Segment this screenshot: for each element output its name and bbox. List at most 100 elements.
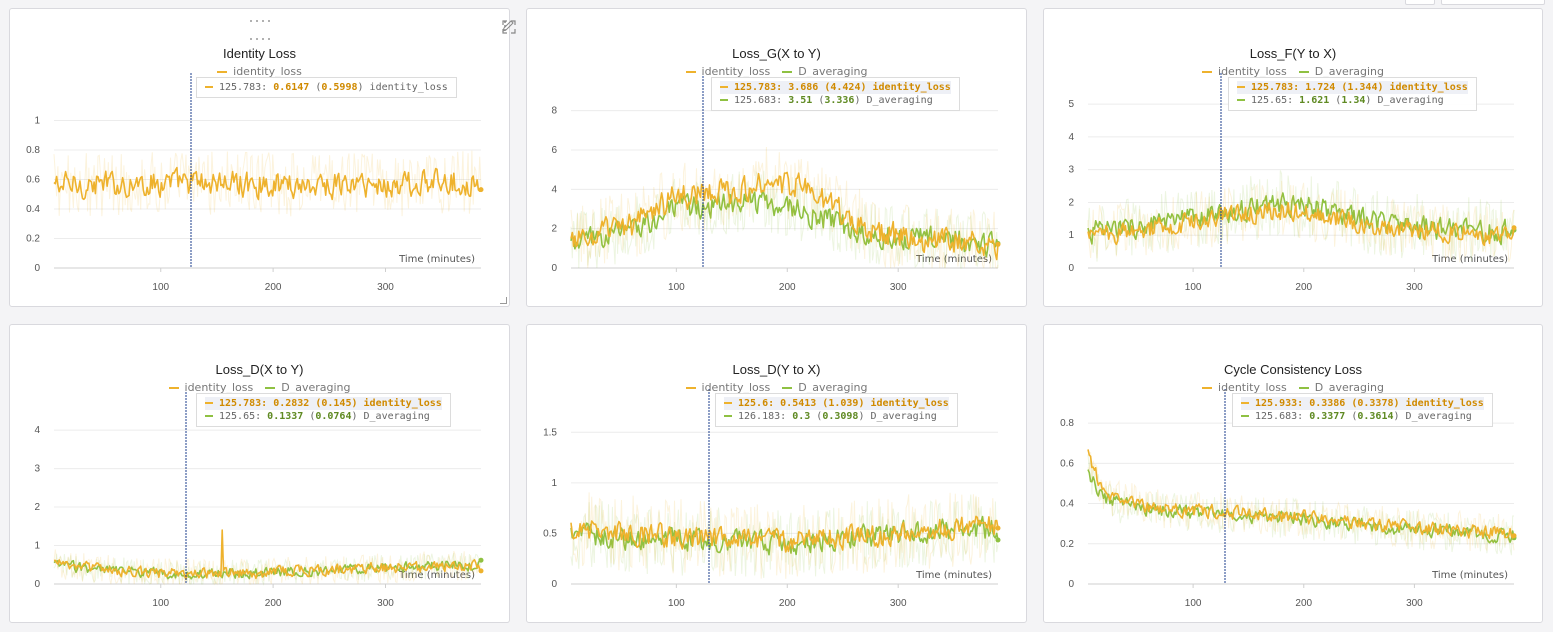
- series-line-D_averaging[interactable]: [1087, 192, 1515, 246]
- series-line-identity_loss[interactable]: [570, 171, 999, 261]
- tooltip-separator: (: [1345, 411, 1358, 422]
- chart-svg[interactable]: 0 0.5 1 1.5 100 200 300 Time (minutes): [527, 325, 1026, 622]
- chart-legend: identity_loss D_averaging: [10, 381, 509, 394]
- tooltip-swatch: [1237, 86, 1245, 88]
- chart-legend: identity_loss D_averaging: [527, 65, 1026, 78]
- hover-tooltip: 125.783: 3.686 (4.424) identity_loss 125.…: [711, 77, 960, 111]
- series-line-identity_loss[interactable]: [1087, 202, 1515, 247]
- tooltip-separator: (: [1345, 398, 1358, 409]
- x-tick-label: 100: [668, 282, 685, 293]
- tooltip-swatch: [720, 86, 728, 88]
- top-toolbar-button[interactable]: [1405, 0, 1435, 5]
- tooltip-x: 125.783: [1251, 82, 1294, 93]
- series-end-point: [995, 241, 1001, 247]
- chart-panel-identity[interactable]: 0 0.2 0.4 0.6 0.8 1 100 200 300 Time (minutes) Ide…: [9, 8, 516, 307]
- drag-dot: [249, 20, 252, 22]
- legend-label: D_averaging: [798, 381, 868, 394]
- more-vertical-icon[interactable]: [501, 19, 509, 33]
- legend-swatch: [782, 71, 793, 73]
- chart-legend: identity_loss D_averaging: [1044, 381, 1542, 394]
- y-tick-label: 0: [34, 263, 40, 274]
- series-raw-identity_loss: [53, 549, 482, 586]
- x-tick-label: 100: [152, 282, 169, 293]
- x-axis-label: Time (minutes): [915, 254, 992, 265]
- tooltip-separator: ): [357, 82, 370, 93]
- top-toolbar-button[interactable]: [1441, 0, 1545, 5]
- chart-panel-loss_d_yx[interactable]: 0 0.5 1 1.5 100 200 300 Time (minutes) Loss_D(Y …: [526, 324, 1027, 623]
- tooltip-swatch: [1241, 415, 1249, 417]
- tooltip-row: 125.6: 0.5413 (1.039) identity_loss: [724, 397, 949, 410]
- legend-item-identity_loss[interactable]: identity_loss: [1202, 65, 1287, 78]
- expand-icon[interactable]: [501, 19, 517, 35]
- tooltip-smoothed: 4.424: [830, 82, 861, 93]
- legend-swatch: [1298, 71, 1309, 73]
- chart-legend: identity_loss D_averaging: [527, 381, 1026, 394]
- tooltip-row: 126.183: 0.3 (0.3098) D_averaging: [724, 410, 949, 423]
- series-line-identity_loss[interactable]: [1087, 449, 1515, 540]
- tooltip-separator: :: [1293, 82, 1306, 93]
- chart-panel-loss_f[interactable]: 0 1 2 3 4 5 100 200 300 Time (minutes) Loss_F(Y to…: [1043, 8, 1543, 307]
- legend-item-identity_loss[interactable]: identity_loss: [168, 381, 253, 394]
- chart-svg[interactable]: 0 2 4 6 8 100 200 300 Time (minutes): [527, 9, 1026, 306]
- y-tick-label: 0: [34, 579, 40, 590]
- series-raw-D_averaging: [53, 552, 482, 586]
- tooltip-smoothed: 0.3614: [1357, 411, 1394, 422]
- series-line-D_averaging[interactable]: [1087, 469, 1515, 544]
- legend-item-D_averaging[interactable]: D_averaging: [265, 381, 350, 394]
- legend-label: D_averaging: [1314, 65, 1384, 78]
- tooltip-separator: :: [780, 411, 793, 422]
- chart-panel-cycle[interactable]: 0 0.2 0.4 0.6 0.8 100 200 300 Time (minutes) Cycl…: [1043, 324, 1543, 623]
- drag-handle-icon[interactable]: [248, 19, 272, 40]
- series-line-D_averaging[interactable]: [570, 190, 999, 258]
- series-line-identity_loss[interactable]: [54, 529, 482, 581]
- legend-item-D_averaging[interactable]: D_averaging: [782, 65, 867, 78]
- tooltip-swatch: [724, 415, 732, 417]
- tooltip-separator: (: [1329, 95, 1342, 106]
- tooltip-separator: ): [1377, 82, 1390, 93]
- resize-handle-icon[interactable]: [500, 297, 507, 304]
- tooltip-separator: (: [810, 411, 823, 422]
- chart-panel-loss_d_xy[interactable]: 0 1 2 3 4 100 200 300 Time (minutes) Loss_D(X to …: [9, 324, 510, 623]
- y-tick-label: 0: [1068, 579, 1074, 590]
- drag-dot: [261, 38, 264, 40]
- legend-item-identity_loss[interactable]: identity_loss: [685, 381, 770, 394]
- drag-dot: [255, 38, 258, 40]
- tooltip-separator: :: [776, 82, 789, 93]
- tooltip-smoothed: 1.344: [1347, 82, 1378, 93]
- legend-label: identity_loss: [701, 65, 771, 78]
- legend-item-D_averaging[interactable]: D_averaging: [1298, 381, 1384, 394]
- y-tick-label: 1: [551, 478, 557, 489]
- legend-swatch: [685, 387, 696, 389]
- chart-panel-loss_g[interactable]: 0 2 4 6 8 100 200 300 Time (minutes) Loss_G(X to …: [526, 8, 1027, 307]
- chart-svg[interactable]: 0 0.2 0.4 0.6 0.8 100 200 300 Time (minutes): [1044, 325, 1542, 622]
- tooltip-separator: :: [255, 411, 268, 422]
- x-tick-label: 200: [1295, 598, 1312, 609]
- legend-item-identity_loss[interactable]: identity_loss: [217, 65, 302, 78]
- y-tick-label: 0.5: [543, 528, 557, 539]
- tooltip-value: 0.6147: [273, 82, 310, 93]
- series-end-point: [995, 537, 1001, 543]
- series-line-identity_loss[interactable]: [570, 515, 999, 553]
- y-tick-label: 0.4: [26, 204, 40, 215]
- tooltip-row: 125.783: 0.2832 (0.145) identity_loss: [205, 397, 442, 410]
- tooltip-separator: ): [854, 95, 867, 106]
- series-line-identity_loss[interactable]: [53, 166, 482, 201]
- y-tick-label: 2: [551, 224, 557, 235]
- legend-item-identity_loss[interactable]: identity_loss: [685, 65, 771, 78]
- legend-item-D_averaging[interactable]: D_averaging: [782, 381, 867, 394]
- chart-svg[interactable]: 0 0.2 0.4 0.6 0.8 1 100 200 300 Time (minutes): [10, 9, 509, 306]
- tooltip-smoothed: 0.5998: [321, 82, 358, 93]
- tooltip-separator: ): [860, 82, 873, 93]
- legend-item-identity_loss[interactable]: identity_loss: [1202, 381, 1287, 394]
- tooltip-row: 125.783: 3.686 (4.424) identity_loss: [720, 81, 951, 94]
- tooltip-row: 125.65: 1.621 (1.34) D_averaging: [1237, 94, 1468, 107]
- tooltip-name: identity_loss: [872, 82, 951, 93]
- chart-svg[interactable]: 0 1 2 3 4 100 200 300 Time (minutes): [10, 325, 509, 622]
- x-tick-label: 100: [668, 598, 685, 609]
- y-tick-label: 0.6: [1060, 458, 1074, 469]
- tooltip-x: 126.183: [738, 411, 781, 422]
- y-tick-label: 2: [1068, 197, 1074, 208]
- y-tick-label: 0: [551, 263, 557, 274]
- x-tick-label: 300: [377, 598, 394, 609]
- legend-item-D_averaging[interactable]: D_averaging: [1298, 65, 1384, 78]
